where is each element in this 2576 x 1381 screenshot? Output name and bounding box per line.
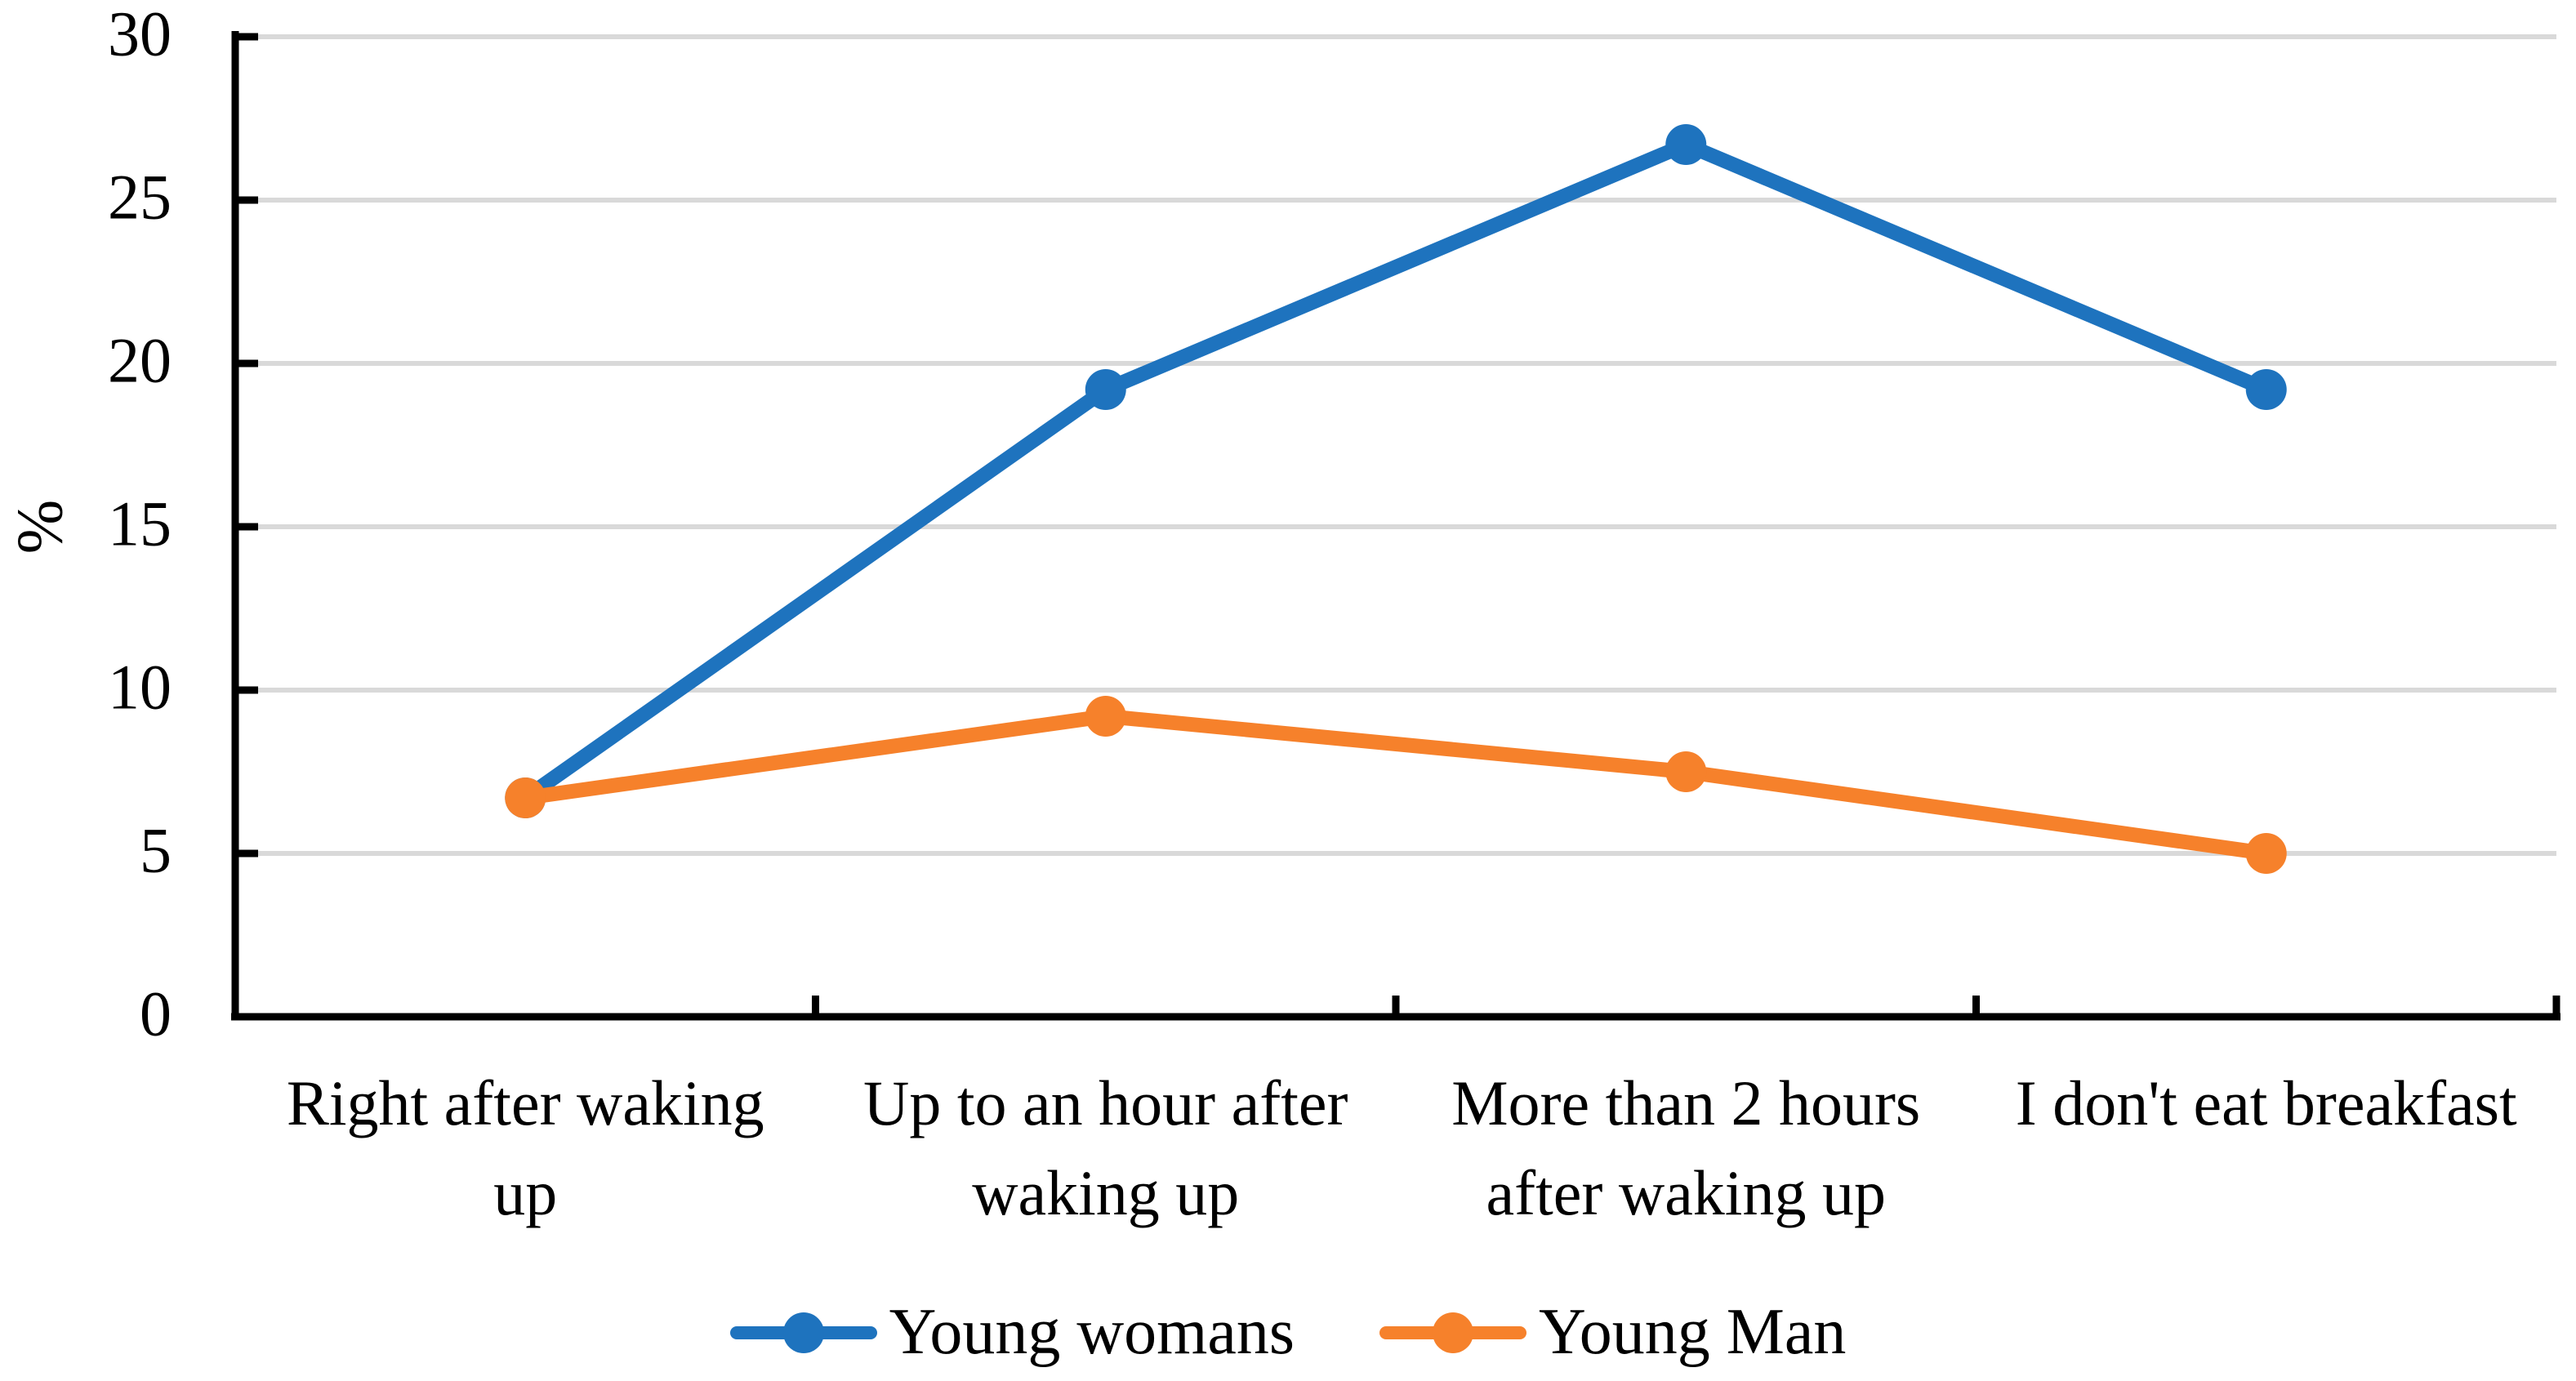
y-tick-label: 15 bbox=[108, 488, 172, 559]
y-tick-label: 30 bbox=[108, 0, 172, 69]
series-line-0 bbox=[518, 137, 2274, 805]
data-point bbox=[1665, 751, 1707, 792]
y-tick-label: 10 bbox=[108, 651, 172, 723]
y-axis-title: % bbox=[4, 499, 77, 555]
x-category-label: More than 2 hours after waking up bbox=[1451, 1067, 1921, 1228]
legend: Young womans Young Man bbox=[0, 1295, 2576, 1370]
y-tick-label: 20 bbox=[108, 324, 172, 396]
x-category-label: Up to an hour after waking up bbox=[863, 1067, 1348, 1228]
x-category-label: I don't eat breakfast bbox=[2015, 1067, 2517, 1138]
y-tick-label: 5 bbox=[140, 814, 172, 886]
y-tick-label: 25 bbox=[108, 161, 172, 233]
y-axis-tick-labels: 0 5 10 15 20 25 30 bbox=[0, 0, 172, 1381]
y-tick-label: 0 bbox=[140, 978, 172, 1049]
legend-label: Young womans bbox=[889, 1296, 1295, 1368]
data-point bbox=[1665, 124, 1707, 165]
data-point bbox=[1085, 696, 1126, 737]
series-line-1 bbox=[518, 709, 2274, 861]
legend-item-young-womans: Young womans bbox=[729, 1295, 1295, 1370]
legend-label: Young Man bbox=[1539, 1296, 1847, 1368]
legend-item-young-man: Young Man bbox=[1379, 1295, 1846, 1370]
data-point bbox=[2245, 833, 2287, 874]
data-point bbox=[1085, 369, 1126, 410]
data-point bbox=[505, 777, 546, 818]
legend-line-marker-icon bbox=[1379, 1312, 1526, 1353]
data-point bbox=[2245, 369, 2287, 410]
x-category-label: Right after waking up bbox=[286, 1067, 764, 1228]
legend-line-marker-icon bbox=[729, 1312, 877, 1353]
legend-circle-marker-icon bbox=[782, 1312, 824, 1353]
legend-circle-marker-icon bbox=[1433, 1312, 1473, 1353]
